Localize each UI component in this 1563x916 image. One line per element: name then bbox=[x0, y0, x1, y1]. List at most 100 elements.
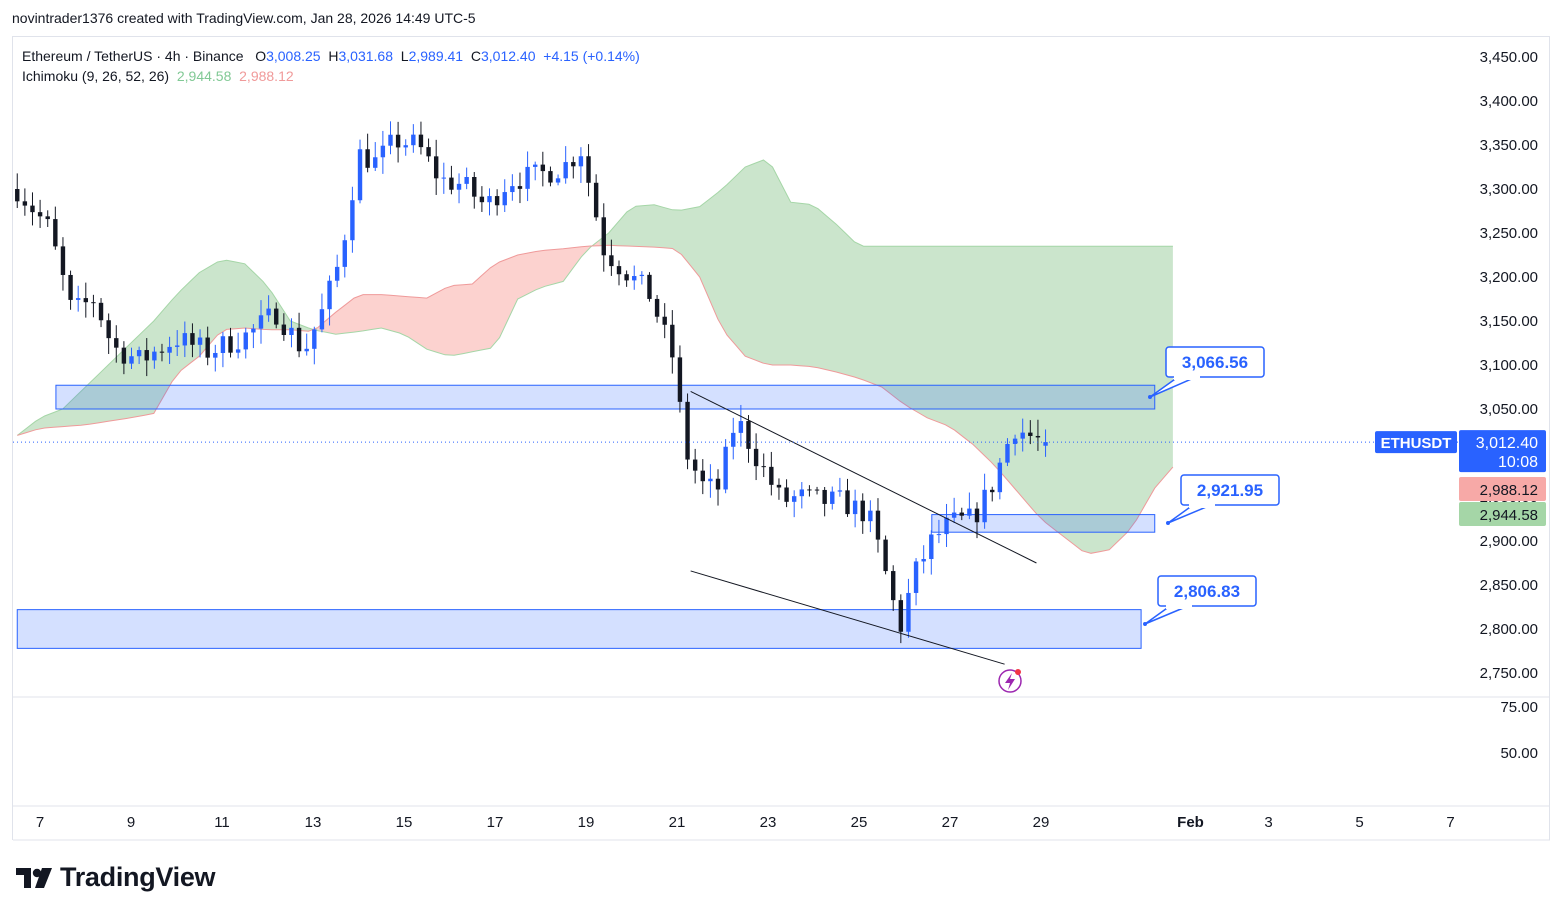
candle bbox=[929, 530, 934, 575]
candle-body bbox=[266, 308, 271, 316]
candle bbox=[373, 142, 378, 171]
time-tick-label: Feb bbox=[1177, 814, 1204, 831]
candle bbox=[883, 535, 888, 575]
candle bbox=[403, 139, 408, 156]
candle bbox=[472, 172, 477, 209]
time-tick-label: 25 bbox=[851, 814, 868, 831]
ticker-tag-bg bbox=[1375, 431, 1457, 454]
candle bbox=[411, 124, 416, 153]
candle-body bbox=[235, 349, 241, 353]
candle-body bbox=[167, 346, 172, 353]
candle-body bbox=[22, 201, 28, 206]
callout-joint bbox=[1166, 604, 1192, 609]
candle bbox=[281, 313, 287, 341]
candle-body bbox=[441, 177, 447, 179]
candle-body bbox=[578, 156, 584, 167]
candle-body bbox=[91, 302, 96, 304]
candle bbox=[761, 453, 766, 478]
candle bbox=[715, 469, 721, 506]
candle-body bbox=[784, 487, 789, 502]
candle-body bbox=[426, 147, 431, 157]
candle bbox=[258, 300, 264, 344]
candle-body bbox=[494, 196, 500, 206]
candle bbox=[982, 473, 987, 529]
candle bbox=[997, 458, 1003, 500]
ichimoku-b-value: 2,988.12 bbox=[239, 68, 294, 84]
upper-zone bbox=[55, 384, 1156, 410]
candle-body bbox=[868, 510, 873, 522]
brand[interactable]: TradingView bbox=[14, 862, 216, 893]
candle-body bbox=[883, 539, 888, 572]
time-axis: 7 9 11 13 15 17 19 21 23 25 27 29 Feb 3 5 7 bbox=[36, 814, 1455, 831]
time-tick-label: 15 bbox=[396, 814, 413, 831]
channel-lower-line bbox=[690, 570, 1005, 665]
candle-body bbox=[654, 298, 660, 317]
ichimoku-b-tag: 2,988.12 bbox=[1480, 482, 1538, 499]
legend-row-indicator: Ichimoku (9, 26, 52, 26) 2,944.58 2,988.… bbox=[22, 66, 640, 86]
candle bbox=[601, 203, 606, 272]
candle bbox=[533, 161, 538, 181]
candle-body bbox=[68, 274, 73, 300]
candle-body bbox=[982, 489, 987, 523]
candle bbox=[319, 293, 325, 333]
price-tick-label: 3,300.00 bbox=[1480, 181, 1538, 198]
time-tick-label: 7 bbox=[1446, 814, 1454, 831]
candle-body bbox=[624, 274, 629, 281]
candle-body bbox=[616, 266, 622, 275]
callout-joint bbox=[1174, 375, 1200, 380]
candle-body bbox=[30, 205, 35, 213]
candle bbox=[350, 186, 355, 253]
candle bbox=[98, 298, 104, 328]
price-axis: 3,450.00 3,400.00 3,350.00 3,300.00 3,250.00… bbox=[1375, 49, 1546, 762]
candle bbox=[45, 210, 50, 227]
candle bbox=[1028, 420, 1033, 445]
candle-body bbox=[898, 600, 904, 632]
candle bbox=[266, 295, 271, 322]
candle bbox=[677, 345, 683, 413]
candle bbox=[197, 329, 203, 358]
callout-box bbox=[1165, 346, 1265, 378]
candle-body bbox=[891, 571, 896, 601]
candle bbox=[647, 272, 652, 302]
candle bbox=[152, 346, 157, 369]
callout-label: 3,066.56 bbox=[1182, 353, 1248, 372]
candle bbox=[144, 338, 149, 377]
candle-body bbox=[822, 489, 827, 504]
candle-body bbox=[281, 324, 287, 335]
candle bbox=[388, 121, 393, 155]
sub-pane-tick-label: 75.00 bbox=[1500, 699, 1538, 716]
candle-body bbox=[197, 337, 203, 345]
callout-joint bbox=[1189, 503, 1215, 508]
candle-body bbox=[357, 149, 363, 201]
candle bbox=[944, 503, 949, 547]
trend-channel bbox=[13, 390, 1458, 665]
high-label: H bbox=[328, 48, 339, 64]
candle bbox=[784, 479, 789, 508]
candle bbox=[700, 459, 705, 495]
candle-body bbox=[243, 332, 248, 350]
ichimoku-b-tag-bg bbox=[1459, 477, 1546, 501]
candle-body bbox=[449, 177, 454, 190]
candle-body bbox=[593, 182, 599, 218]
price-tick-label: 3,150.00 bbox=[1480, 313, 1538, 330]
candle bbox=[517, 172, 523, 204]
candle bbox=[334, 254, 340, 288]
symbol-name[interactable]: Ethereum / TetherUS · 4h · Binance bbox=[22, 48, 244, 64]
candle bbox=[83, 282, 89, 318]
candle bbox=[951, 497, 957, 524]
indicator-name[interactable]: Ichimoku (9, 26, 52, 26) bbox=[22, 68, 170, 84]
candle-body bbox=[121, 347, 127, 364]
candle bbox=[441, 162, 447, 194]
candle-body bbox=[715, 478, 721, 490]
time-tick-label: 29 bbox=[1033, 814, 1050, 831]
candle-body bbox=[106, 320, 111, 339]
price-tick-label: 3,100.00 bbox=[1480, 357, 1538, 374]
candle bbox=[776, 478, 782, 500]
candle bbox=[540, 151, 546, 187]
candle bbox=[990, 486, 995, 502]
candle bbox=[685, 393, 690, 470]
channel-upper-line bbox=[690, 390, 1037, 564]
candle bbox=[190, 323, 195, 358]
candle-body bbox=[875, 510, 881, 540]
